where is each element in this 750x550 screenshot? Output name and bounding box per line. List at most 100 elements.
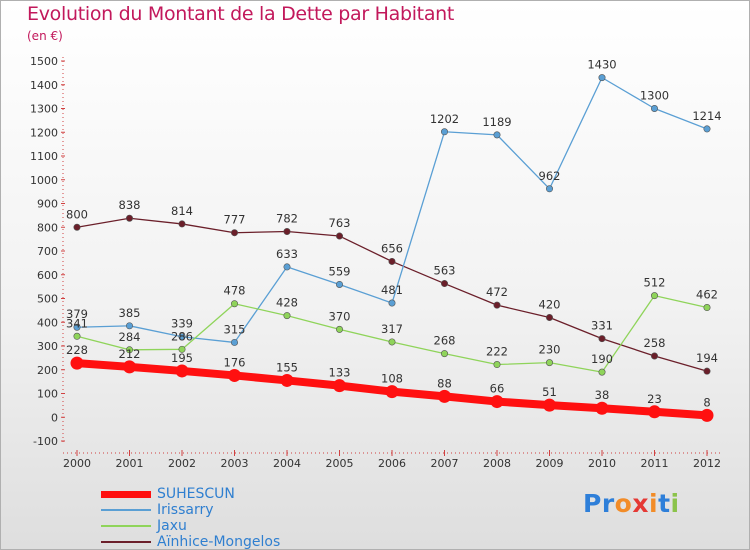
data-point-suhescun [490, 395, 504, 409]
data-point-suhescun [595, 401, 609, 415]
data-point-suhescun [333, 379, 346, 393]
data-point-irissarry [283, 263, 291, 271]
logo-letter: r [601, 489, 615, 518]
data-label-a-nhice-mongelos: 563 [434, 264, 456, 278]
data-point-a-nhice-mongelos [73, 223, 81, 231]
y-tick-label: 1500 [30, 55, 58, 68]
data-label-a-nhice-mongelos: 258 [644, 336, 666, 350]
data-label-suhescun: 8 [703, 395, 710, 409]
data-label-jaxu: 512 [644, 276, 666, 290]
data-label-suhescun: 88 [437, 376, 452, 390]
x-tick-label: 2000 [63, 457, 91, 470]
data-point-a-nhice-mongelos [545, 313, 553, 321]
data-label-jaxu: 370 [329, 309, 351, 323]
logo-letter: t [658, 489, 671, 518]
data-label-irissarry: 1214 [692, 109, 721, 123]
data-label-a-nhice-mongelos: 656 [381, 241, 403, 255]
legend-label: Jaxu [157, 518, 187, 534]
data-label-jaxu: 284 [119, 330, 141, 344]
logo-letter: x [632, 489, 649, 518]
data-label-irissarry: 559 [329, 264, 351, 278]
data-label-suhescun: 38 [595, 388, 610, 402]
data-label-irissarry: 1189 [482, 115, 511, 129]
logo-letter: P [583, 489, 602, 518]
data-label-jaxu: 230 [539, 343, 561, 357]
y-tick-label: 1100 [30, 150, 58, 163]
legend: SUHESCUN Irissarry Jaxu Aïnhice-Mongelos [101, 486, 280, 550]
data-label-a-nhice-mongelos: 420 [539, 298, 561, 312]
data-point-jaxu [703, 304, 711, 312]
data-point-irissarry [598, 74, 606, 82]
legend-label: SUHESCUN [157, 486, 235, 502]
data-point-suhescun [438, 389, 451, 403]
x-tick-label: 2008 [483, 457, 511, 470]
data-label-a-nhice-mongelos: 777 [224, 213, 246, 227]
data-point-suhescun [280, 373, 294, 387]
logo-letter: i [670, 489, 680, 518]
data-label-irissarry: 1430 [587, 58, 616, 72]
data-label-irissarry: 481 [381, 283, 403, 297]
x-tick-label: 2010 [588, 457, 616, 470]
data-point-irissarry [493, 131, 501, 139]
data-point-a-nhice-mongelos [703, 367, 711, 375]
y-tick-label: 300 [37, 340, 58, 353]
series-irissarry [73, 74, 711, 346]
y-tick-label: 700 [37, 245, 58, 258]
data-point-irissarry [650, 105, 658, 113]
data-point-irissarry [703, 125, 711, 133]
data-label-a-nhice-mongelos: 763 [329, 216, 351, 230]
series-a-nhice-mongelos [73, 214, 711, 375]
x-tick-label: 2012 [693, 457, 721, 470]
legend-item: Irissarry [101, 502, 280, 518]
data-point-jaxu [335, 325, 343, 333]
x-tick-label: 2002 [168, 457, 196, 470]
series-layer [70, 74, 714, 422]
data-label-suhescun: 133 [329, 366, 351, 380]
data-point-a-nhice-mongelos [388, 257, 396, 265]
legend-swatch [101, 490, 151, 498]
data-label-suhescun: 176 [224, 355, 246, 369]
data-label-suhescun: 23 [647, 392, 662, 406]
data-label-irissarry: 1300 [640, 89, 669, 103]
data-label-jaxu: 222 [486, 345, 508, 359]
y-tick-label: 900 [37, 198, 58, 211]
logo-letter: o [614, 489, 633, 518]
x-tick-label: 2001 [116, 457, 144, 470]
legend-label: Aïnhice-Mongelos [157, 534, 281, 550]
axes: -100 0 100 200 300 400 500 600 700 800 900 1000 1100… [30, 55, 721, 470]
data-label-irissarry: 962 [539, 169, 561, 183]
data-label-suhescun: 66 [490, 382, 505, 396]
y-tick-label: 0 [51, 411, 58, 424]
y-tick-label: 200 [37, 364, 58, 377]
legend-swatch [101, 509, 151, 511]
data-point-jaxu [440, 350, 448, 358]
x-tick-label: 2004 [273, 457, 301, 470]
data-point-suhescun [123, 360, 136, 374]
y-tick-label: 1400 [30, 79, 58, 92]
x-tick-label: 2011 [641, 457, 669, 470]
data-label-jaxu: 286 [171, 329, 193, 343]
data-label-suhescun: 212 [119, 347, 141, 361]
data-point-a-nhice-mongelos [178, 220, 186, 228]
data-point-jaxu [650, 292, 658, 300]
data-point-suhescun [385, 385, 399, 399]
y-tick-label: 100 [37, 388, 58, 401]
data-point-a-nhice-mongelos [126, 214, 134, 222]
data-label-jaxu: 341 [66, 316, 88, 330]
data-point-jaxu [126, 346, 134, 354]
y-tick-label: 1200 [30, 126, 58, 139]
data-label-irissarry: 315 [224, 322, 246, 336]
series-suhescun [70, 356, 714, 422]
y-tick-label: 1300 [30, 103, 58, 116]
y-tick-label: 800 [37, 221, 58, 234]
data-point-irissarry [440, 128, 448, 136]
data-label-jaxu: 268 [434, 334, 456, 348]
data-point-suhescun [648, 405, 661, 419]
data-point-irissarry [178, 333, 186, 341]
data-label-jaxu: 478 [224, 284, 246, 298]
data-point-a-nhice-mongelos [335, 232, 343, 240]
data-point-irissarry [231, 338, 239, 346]
data-point-jaxu [178, 345, 186, 353]
